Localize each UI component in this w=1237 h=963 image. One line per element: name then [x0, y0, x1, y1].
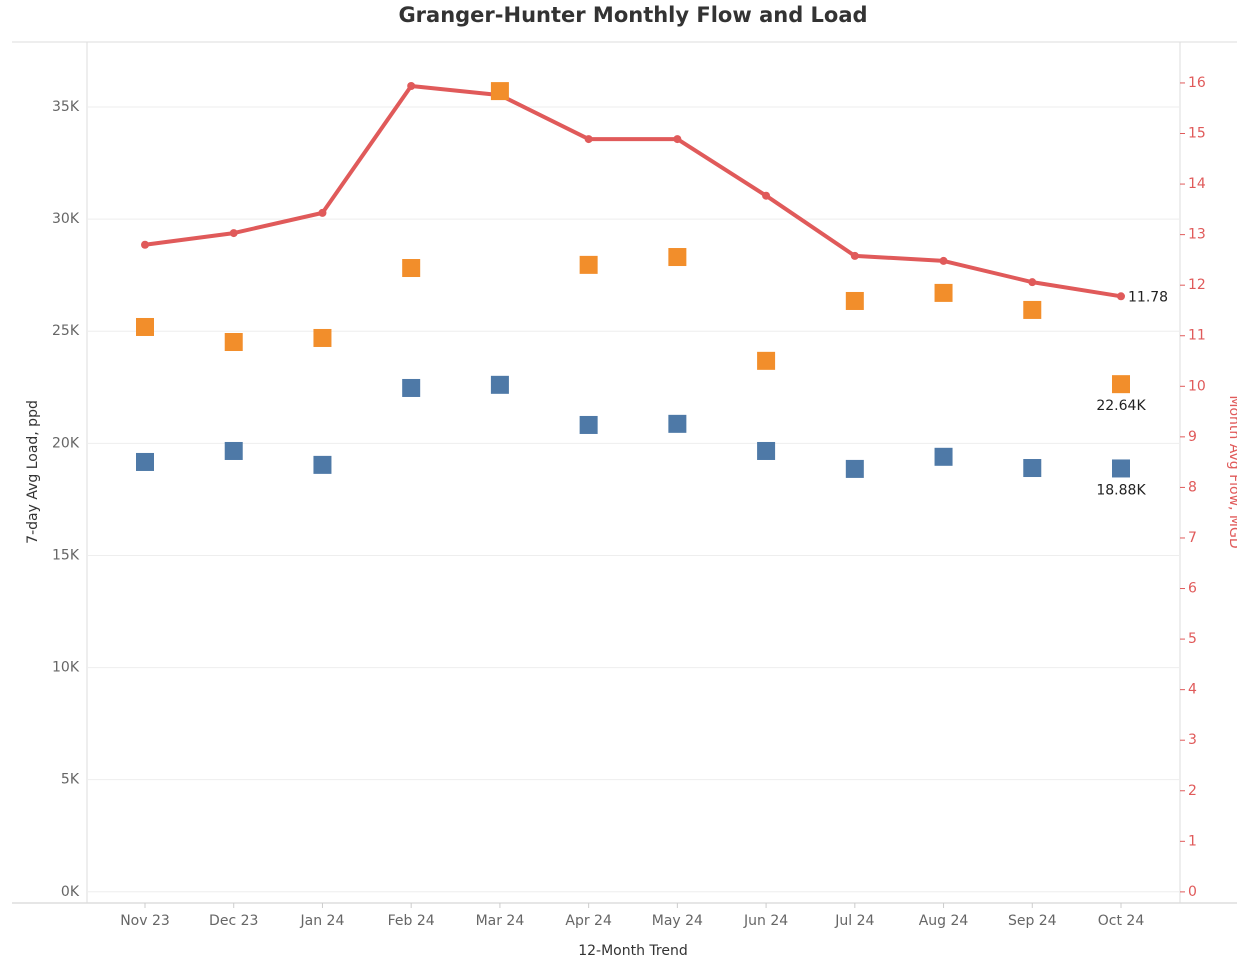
y-tick-label: 5K — [61, 772, 80, 788]
y-tick-label: 0K — [61, 884, 80, 900]
y2-tick-label: 10 — [1188, 378, 1206, 394]
x-tick-label: Sep 24 — [1008, 913, 1057, 929]
y2-tick-label: 2 — [1188, 783, 1197, 799]
x-tick-label: Jan 24 — [300, 913, 345, 929]
point — [845, 291, 864, 310]
y2-tick-label: 3 — [1188, 732, 1197, 748]
x-tick-label: Aug 24 — [919, 913, 969, 929]
y-tick-label: 25K — [52, 323, 80, 339]
y2-tick-label: 0 — [1188, 884, 1197, 900]
point — [757, 351, 776, 370]
x-tick-label: Jul 24 — [834, 913, 874, 929]
x-tick-label: Apr 24 — [565, 913, 612, 929]
x-tick-label: Oct 24 — [1098, 913, 1145, 929]
point — [668, 414, 687, 433]
point — [1112, 459, 1130, 478]
x-tick-label: Feb 24 — [388, 913, 435, 929]
point — [136, 452, 154, 471]
y-tick-label: 30K — [52, 211, 80, 227]
line-point — [762, 191, 771, 200]
line-point — [1028, 278, 1037, 287]
point — [757, 441, 776, 460]
y2-tick-label: 15 — [1188, 126, 1206, 142]
y2-axis-title: Month Avg Flow, MGD — [1226, 395, 1237, 548]
point — [1023, 300, 1042, 319]
y2-tick-label: 14 — [1188, 176, 1206, 192]
x-axis-title: 12-Month Trend — [578, 943, 688, 959]
line-point — [318, 208, 327, 217]
point — [668, 248, 687, 267]
y2-tick-label: 6 — [1188, 581, 1197, 597]
point — [136, 317, 154, 336]
line-point — [1117, 292, 1125, 301]
y2-tick-label: 5 — [1188, 631, 1197, 647]
point — [1023, 459, 1042, 478]
y2-tick-label: 1 — [1188, 833, 1197, 849]
data-label: 18.88K — [1096, 482, 1146, 498]
x-tick-label: Dec 23 — [209, 913, 258, 929]
line-point — [673, 135, 682, 144]
line-point — [939, 256, 948, 265]
line — [144, 83, 1122, 299]
y-tick-label: 35K — [52, 99, 80, 115]
point — [579, 255, 598, 274]
line-point — [229, 229, 238, 238]
x-tick-label: Mar 24 — [476, 913, 525, 929]
y2-tick-label: 11 — [1188, 328, 1206, 344]
y2-tick-label: 13 — [1188, 227, 1206, 243]
x-tick-label: Nov 23 — [120, 913, 170, 929]
point — [490, 375, 509, 394]
line-point — [407, 81, 416, 90]
chart-title: Granger-Hunter Monthly Flow and Load — [398, 3, 867, 27]
x-tick-label: Jun 24 — [743, 913, 788, 929]
y-tick-label: 10K — [52, 660, 80, 676]
point — [934, 283, 953, 302]
y-tick-label: 15K — [52, 547, 80, 563]
y2-tick-label: 7 — [1188, 530, 1197, 546]
point — [224, 441, 243, 460]
point — [845, 459, 864, 478]
line-point — [850, 251, 859, 260]
point — [402, 378, 421, 397]
y2-tick-label: 4 — [1188, 682, 1197, 698]
y2-tick-label: 9 — [1188, 429, 1197, 445]
y2-tick-label: 8 — [1188, 479, 1197, 495]
y-axis-title: 7-day Avg Load, ppd — [25, 400, 41, 544]
point — [224, 333, 243, 352]
point — [402, 259, 421, 278]
point — [313, 455, 332, 474]
y2-tick-label: 12 — [1188, 277, 1206, 293]
line-point — [141, 240, 149, 249]
x-tick-label: May 24 — [652, 913, 703, 929]
point — [579, 415, 598, 434]
point — [490, 82, 509, 101]
point — [1112, 375, 1130, 394]
line-point — [584, 135, 593, 144]
point — [313, 328, 332, 347]
y-tick-label: 20K — [52, 435, 80, 451]
data-label: 22.64K — [1096, 398, 1146, 414]
y2-tick-label: 16 — [1188, 75, 1206, 91]
point — [934, 447, 953, 466]
data-label: 11.78 — [1128, 289, 1168, 305]
